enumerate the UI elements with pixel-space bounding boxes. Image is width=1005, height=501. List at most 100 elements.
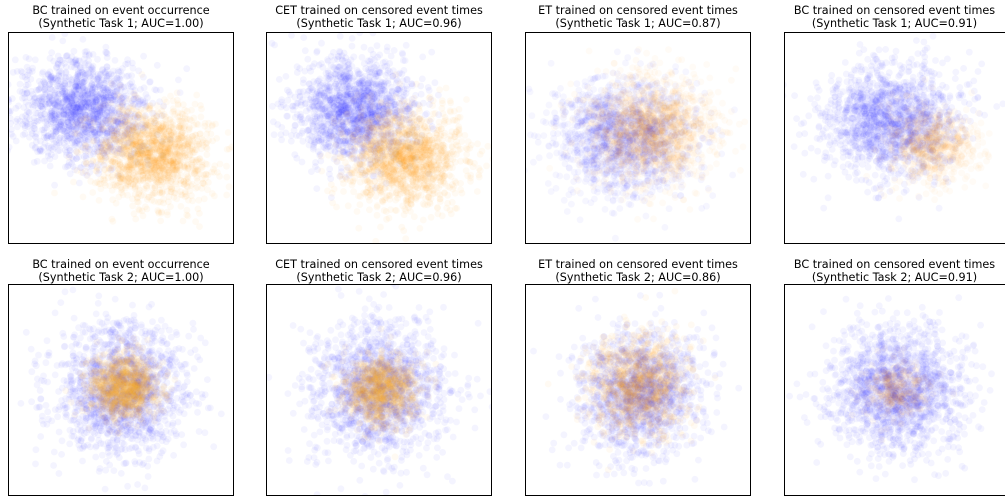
scatter-point bbox=[93, 136, 101, 144]
scatter-point bbox=[364, 88, 371, 95]
scatter-point bbox=[351, 86, 359, 94]
scatter-point bbox=[345, 109, 353, 116]
scatter-point bbox=[139, 149, 146, 157]
scatter-point bbox=[125, 126, 133, 133]
scatter-point bbox=[109, 158, 117, 165]
scatter-point bbox=[34, 148, 41, 156]
scatter-point bbox=[138, 207, 146, 215]
scatter-point bbox=[142, 118, 150, 126]
scatter-point bbox=[74, 82, 82, 90]
scatter-point bbox=[151, 164, 158, 172]
scatter-point bbox=[21, 122, 29, 130]
scatter-point bbox=[348, 35, 356, 42]
scatter-point bbox=[325, 87, 332, 95]
scatter-point bbox=[109, 129, 116, 137]
scatter-point bbox=[177, 134, 185, 142]
scatter-point bbox=[93, 178, 101, 186]
scatter-point bbox=[395, 119, 402, 126]
scatter-point bbox=[336, 113, 343, 121]
scatter-point bbox=[32, 94, 39, 101]
scatter-point bbox=[82, 111, 90, 119]
scatter-point bbox=[106, 141, 114, 149]
scatter-point bbox=[93, 109, 101, 117]
scatter-point bbox=[75, 72, 82, 80]
scatter-point bbox=[139, 212, 147, 220]
scatter-point bbox=[70, 113, 78, 121]
scatter-point bbox=[342, 118, 350, 126]
scatter-point bbox=[167, 129, 175, 137]
scatter-point bbox=[269, 102, 276, 110]
scatter-point bbox=[189, 197, 196, 205]
scatter-point bbox=[145, 149, 153, 157]
scatter-point bbox=[112, 151, 120, 159]
scatter-point bbox=[354, 68, 362, 76]
scatter-point bbox=[130, 210, 138, 218]
scatter-point bbox=[331, 56, 338, 63]
scatter-point bbox=[150, 114, 158, 122]
scatter-point bbox=[91, 106, 99, 114]
scatter-point bbox=[401, 144, 408, 152]
scatter-point bbox=[65, 116, 72, 124]
scatter-point bbox=[134, 158, 142, 166]
scatter-point bbox=[326, 165, 334, 173]
scatter-point bbox=[85, 89, 92, 96]
scatter-point bbox=[358, 103, 366, 111]
scatter-point bbox=[124, 175, 132, 183]
scatter-point bbox=[296, 88, 304, 96]
scatter-point bbox=[354, 91, 362, 99]
scatter-point bbox=[130, 140, 138, 148]
scatter-point bbox=[90, 115, 98, 122]
scatter-point bbox=[173, 144, 180, 151]
scatter-point bbox=[311, 60, 318, 67]
scatter-point bbox=[357, 111, 364, 119]
scatter-point bbox=[375, 107, 383, 115]
scatter-point bbox=[381, 58, 389, 66]
scatter-point bbox=[99, 100, 106, 108]
scatter-point bbox=[114, 130, 121, 138]
scatter-point bbox=[150, 137, 158, 145]
scatter-point bbox=[359, 77, 366, 85]
scatter-point bbox=[140, 84, 148, 92]
scatter-point bbox=[173, 162, 181, 170]
scatter-point bbox=[130, 138, 138, 146]
scatter-point bbox=[360, 111, 368, 119]
scatter-point bbox=[407, 144, 414, 152]
scatter-point bbox=[55, 97, 63, 105]
scatter-point bbox=[341, 137, 349, 145]
scatter-point bbox=[157, 130, 165, 138]
scatter-point bbox=[358, 115, 366, 123]
scatter-point bbox=[124, 60, 132, 68]
scatter-point bbox=[21, 86, 29, 93]
scatter-point bbox=[154, 126, 162, 133]
scatter-point bbox=[306, 96, 313, 104]
scatter-point bbox=[127, 127, 135, 134]
scatter-point bbox=[341, 148, 348, 156]
scatter-point bbox=[62, 95, 69, 103]
scatter-point bbox=[88, 163, 95, 170]
scatter-point bbox=[339, 148, 347, 155]
scatter-point bbox=[348, 107, 356, 115]
scatter-point bbox=[350, 101, 358, 109]
scatter-point bbox=[342, 141, 350, 148]
scatter-point bbox=[81, 60, 89, 67]
scatter-point bbox=[122, 130, 129, 138]
scatter-point bbox=[149, 127, 156, 135]
scatter-point bbox=[46, 90, 54, 98]
scatter-point bbox=[79, 193, 87, 201]
scatter-point bbox=[388, 98, 396, 106]
scatter-point bbox=[169, 108, 177, 116]
scatter-point bbox=[136, 154, 144, 161]
scatter-point bbox=[93, 148, 101, 155]
scatter-point bbox=[325, 69, 332, 77]
scatter-point bbox=[145, 105, 153, 113]
scatter-point bbox=[373, 107, 381, 114]
scatter-point bbox=[141, 149, 149, 156]
scatter-point bbox=[342, 108, 350, 116]
scatter-point bbox=[89, 51, 97, 58]
scatter-point bbox=[128, 166, 136, 174]
scatter-point bbox=[328, 124, 335, 131]
scatter-point bbox=[108, 107, 116, 115]
scatter-point bbox=[111, 122, 118, 130]
scatter-point bbox=[88, 92, 96, 100]
scatter-point bbox=[180, 177, 188, 185]
